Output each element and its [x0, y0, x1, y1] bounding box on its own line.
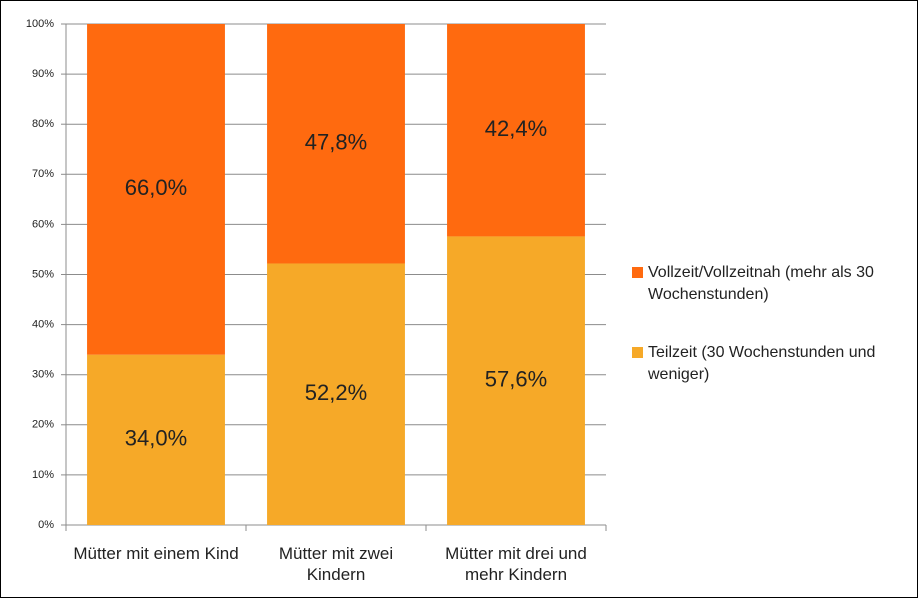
x-tick-label: Mütter mit zwei Kindern: [278, 544, 394, 584]
y-tick-label: 30%: [32, 369, 54, 381]
value-label: 34,0%: [125, 426, 187, 451]
y-tick-label: 90%: [32, 68, 54, 80]
value-label: 47,8%: [305, 130, 367, 155]
bar-segment: [447, 236, 585, 525]
bar-segment: [447, 24, 585, 237]
value-label: 42,4%: [485, 116, 547, 141]
legend-swatch: [632, 267, 643, 278]
y-tick-label: 60%: [32, 218, 54, 230]
value-label: 52,2%: [305, 380, 367, 405]
y-tick-label: 80%: [32, 118, 54, 130]
legend-label: Teilzeit (30 Wochenstunden und weniger): [648, 344, 876, 383]
y-tick-label: 40%: [32, 319, 54, 331]
y-tick-label: 70%: [32, 168, 54, 180]
bar-segment: [87, 24, 225, 355]
x-tick-label: Mütter mit drei und mehr Kindern: [445, 544, 587, 584]
value-label: 66,0%: [125, 175, 187, 200]
bar-segment: [267, 24, 405, 264]
bar-segment: [87, 354, 225, 525]
x-tick-label: Mütter mit einem Kind: [73, 544, 239, 563]
y-tick-label: 50%: [32, 268, 54, 280]
legend-swatch: [632, 347, 643, 358]
y-tick-label: 0%: [38, 519, 54, 531]
bar-segment: [267, 263, 405, 525]
y-tick-label: 100%: [26, 18, 54, 30]
value-label: 57,6%: [485, 367, 547, 392]
y-tick-label: 20%: [32, 419, 54, 431]
legend-label: Vollzeit/Vollzeitnah (mehr als 30 Wochen…: [648, 264, 874, 303]
y-tick-label: 10%: [32, 469, 54, 481]
